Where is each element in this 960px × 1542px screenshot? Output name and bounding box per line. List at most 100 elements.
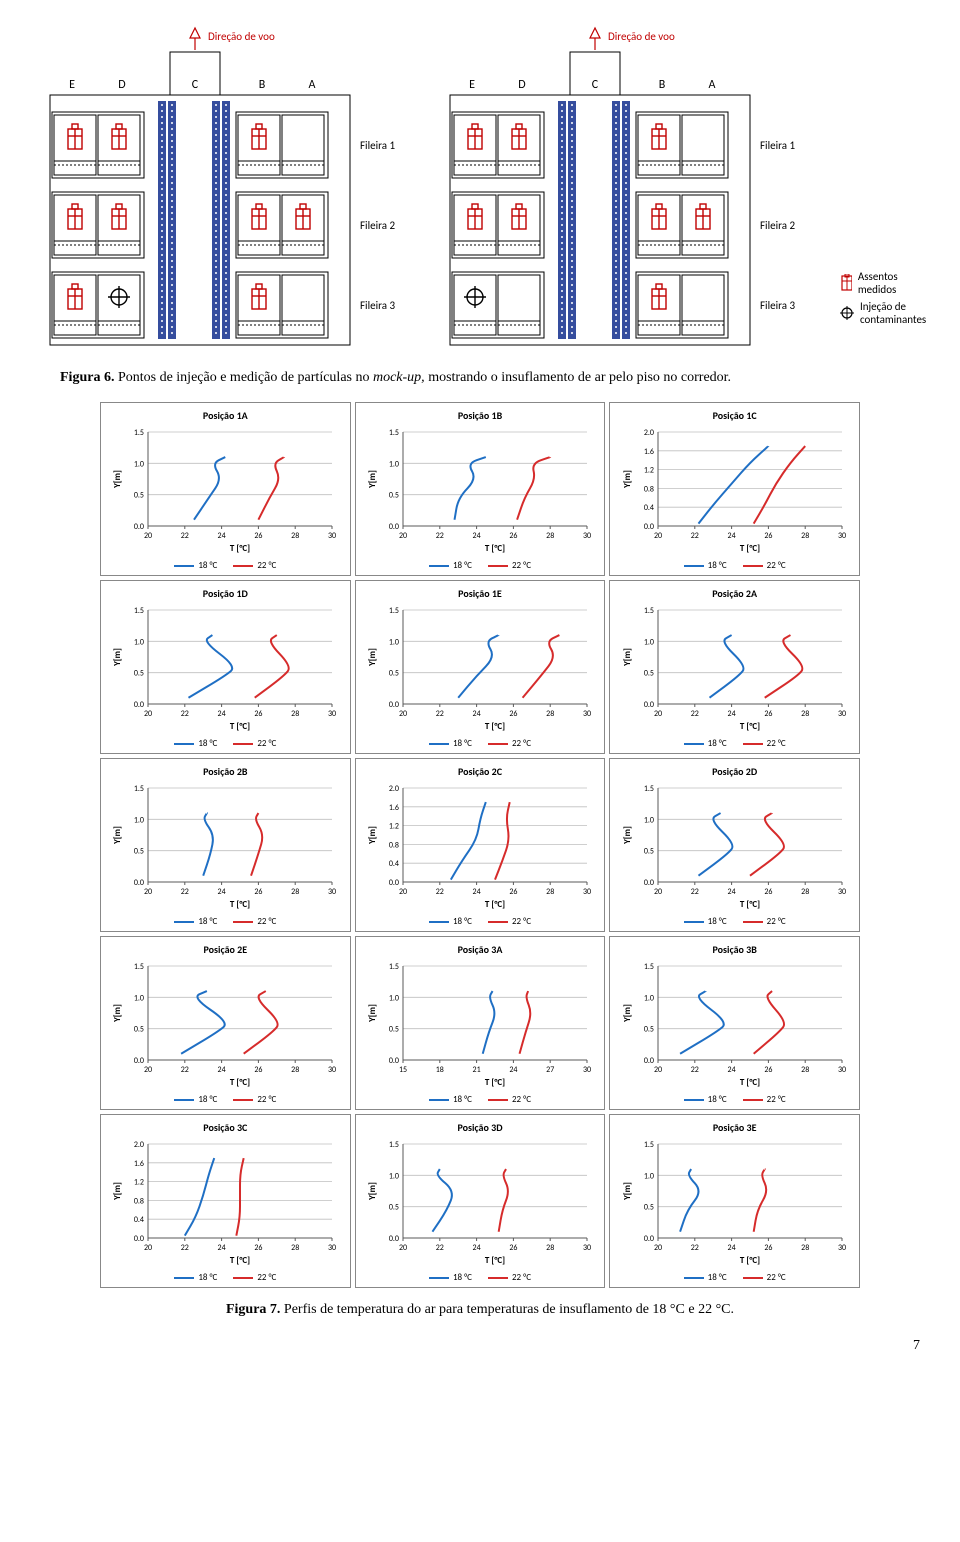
chart-svg: 0.00.51.01.5202224262830T [°C]Y[m]	[620, 1136, 850, 1266]
legend-18c: 18 °C	[429, 916, 472, 927]
svg-text:E: E	[69, 78, 75, 92]
svg-text:1.5: 1.5	[644, 1140, 654, 1150]
svg-text:Y[m]: Y[m]	[367, 648, 378, 667]
manikin-icon	[840, 274, 852, 292]
svg-text:B: B	[659, 78, 666, 92]
svg-text:A: A	[709, 78, 716, 92]
svg-text:26: 26	[764, 1065, 772, 1075]
chart-title: Posição 1C	[614, 409, 855, 422]
svg-text:0.5: 0.5	[644, 669, 654, 679]
chart-legend: 18 °C22 °C	[614, 916, 855, 927]
svg-text:28: 28	[546, 531, 554, 541]
svg-text:A: A	[309, 78, 316, 92]
chart-svg: 0.00.40.81.21.62.0202224262830T [°C]Y[m]	[620, 424, 850, 554]
svg-text:0.0: 0.0	[389, 700, 399, 710]
svg-text:24: 24	[218, 531, 226, 541]
legend-18c: 18 °C	[429, 560, 472, 571]
svg-text:1.5: 1.5	[134, 784, 144, 794]
svg-text:22: 22	[181, 1065, 189, 1075]
legend-inject-label: Injeção de contaminantes	[860, 300, 926, 326]
svg-text:1.0: 1.0	[134, 815, 144, 825]
chart-svg: 0.00.51.01.5202224262830T [°C]Y[m]	[110, 958, 340, 1088]
svg-text:0.8: 0.8	[389, 840, 399, 850]
legend-18c: 18 °C	[684, 916, 727, 927]
svg-text:28: 28	[291, 531, 299, 541]
svg-text:30: 30	[838, 709, 846, 719]
chart-legend: 18 °C22 °C	[105, 916, 346, 927]
svg-text:1.6: 1.6	[134, 1159, 144, 1169]
svg-text:30: 30	[583, 1065, 591, 1075]
svg-text:C: C	[192, 78, 199, 92]
svg-text:T [°C]: T [°C]	[740, 543, 760, 554]
svg-text:28: 28	[801, 1243, 809, 1253]
svg-text:0.0: 0.0	[389, 878, 399, 888]
figure6-text1: Pontos de injeção e medição de partícula…	[114, 370, 373, 385]
figure7-text: Perfis de temperatura do ar para tempera…	[280, 1302, 734, 1317]
svg-text:0.0: 0.0	[644, 700, 654, 710]
svg-text:Fileira 3: Fileira 3	[360, 299, 395, 312]
cabin-svg: Direção de vooEDCBAFileira 1Fileira 2Fil…	[40, 20, 420, 360]
svg-text:T [°C]: T [°C]	[485, 543, 505, 554]
svg-text:20: 20	[654, 1243, 662, 1253]
svg-text:Fileira 1: Fileira 1	[360, 139, 395, 152]
svg-text:30: 30	[583, 531, 591, 541]
legend-18c: 18 °C	[684, 560, 727, 571]
svg-text:1.2: 1.2	[134, 1178, 144, 1188]
svg-text:1.6: 1.6	[389, 803, 399, 813]
svg-text:26: 26	[509, 709, 517, 719]
svg-text:1.2: 1.2	[644, 466, 654, 476]
chart-legend: 18 °C22 °C	[105, 1094, 346, 1105]
svg-text:T [°C]: T [°C]	[230, 721, 250, 732]
chart-svg: 0.00.51.01.5202224262830T [°C]Y[m]	[620, 602, 850, 732]
svg-text:Fileira 1: Fileira 1	[760, 139, 795, 152]
svg-text:E: E	[469, 78, 475, 92]
svg-text:28: 28	[291, 709, 299, 719]
svg-text:1.0: 1.0	[134, 637, 144, 647]
mockup-diagram-right: Direção de vooEDCBAFileira 1Fileira 2Fil…	[440, 20, 820, 360]
svg-text:T [°C]: T [°C]	[230, 899, 250, 910]
legend-22c: 22 °C	[233, 738, 276, 749]
svg-text:Direção de voo: Direção de voo	[608, 30, 675, 43]
legend-18c: 18 °C	[174, 1094, 217, 1105]
svg-text:30: 30	[838, 531, 846, 541]
figure6-diagrams: Direção de vooEDCBAFileira 1Fileira 2Fil…	[40, 20, 920, 360]
svg-text:Y[m]: Y[m]	[622, 1182, 633, 1201]
chart-svg: 0.00.51.01.5202224262830T [°C]Y[m]	[110, 602, 340, 732]
svg-text:1.0: 1.0	[644, 993, 654, 1003]
chart-svg: 0.00.51.01.5202224262830T [°C]Y[m]	[110, 780, 340, 910]
svg-text:0.5: 0.5	[134, 491, 144, 501]
legend-inject: Injeção de contaminantes	[840, 300, 926, 326]
svg-text:0.0: 0.0	[134, 1056, 144, 1066]
chart-title: Posição 2B	[105, 765, 346, 778]
svg-text:24: 24	[727, 887, 735, 897]
svg-text:2.0: 2.0	[389, 784, 399, 794]
svg-text:22: 22	[181, 887, 189, 897]
svg-text:20: 20	[654, 531, 662, 541]
svg-text:22: 22	[690, 887, 698, 897]
svg-text:24: 24	[218, 1065, 226, 1075]
chart-title: Posição 2C	[360, 765, 601, 778]
svg-text:T [°C]: T [°C]	[230, 1077, 250, 1088]
svg-text:0.0: 0.0	[644, 878, 654, 888]
figure7-label: Figura 7.	[226, 1302, 280, 1317]
chart-title: Posição 1D	[105, 587, 346, 600]
svg-text:26: 26	[509, 887, 517, 897]
mockup-diagram-left: Direção de vooEDCBAFileira 1Fileira 2Fil…	[40, 20, 420, 360]
svg-text:24: 24	[473, 709, 481, 719]
svg-text:28: 28	[801, 1065, 809, 1075]
svg-text:27: 27	[546, 1065, 554, 1075]
svg-text:26: 26	[509, 1243, 517, 1253]
figure6-caption: Figura 6. Pontos de injeção e medição de…	[60, 370, 920, 386]
legend-18c: 18 °C	[174, 738, 217, 749]
svg-text:28: 28	[291, 1065, 299, 1075]
legend-18c: 18 °C	[429, 1094, 472, 1105]
svg-text:28: 28	[291, 1243, 299, 1253]
legend-22c: 22 °C	[488, 1272, 531, 1283]
svg-text:Y[m]: Y[m]	[112, 1004, 123, 1023]
svg-text:1.0: 1.0	[134, 993, 144, 1003]
svg-text:Y[m]: Y[m]	[367, 826, 378, 845]
svg-text:Fileira 2: Fileira 2	[360, 219, 395, 232]
svg-text:Y[m]: Y[m]	[112, 648, 123, 667]
svg-text:1.5: 1.5	[389, 428, 399, 438]
figure6-italic: mock-up,	[373, 370, 425, 385]
